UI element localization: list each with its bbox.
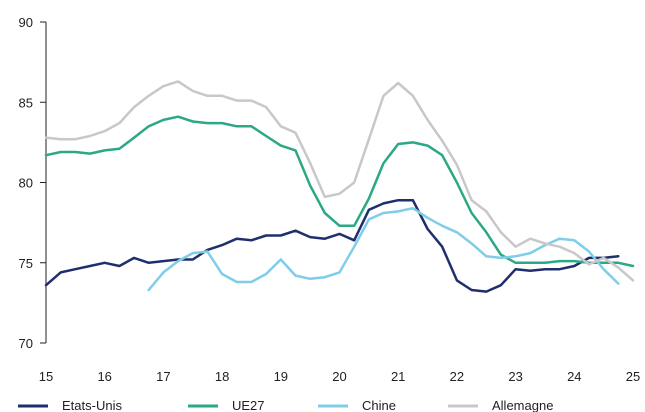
x-tick-label: 15 bbox=[39, 369, 53, 384]
series-line-chine bbox=[147, 206, 620, 292]
y-tick-label: 75 bbox=[19, 256, 33, 271]
x-tick-label: 22 bbox=[450, 369, 464, 384]
legend-label: UE27 bbox=[232, 398, 265, 412]
legend-label: Etats-Unis bbox=[62, 398, 122, 412]
y-axis: 70 75 80 85 90 bbox=[19, 15, 47, 351]
legend-item: UE27 bbox=[188, 398, 265, 412]
series-line-ue27 bbox=[44, 115, 635, 268]
x-tick-label: 19 bbox=[274, 369, 288, 384]
x-tick-label: 23 bbox=[508, 369, 522, 384]
x-tick-label: 18 bbox=[215, 369, 229, 384]
x-tick-label: 16 bbox=[97, 369, 111, 384]
series-layer bbox=[44, 80, 635, 293]
legend-item: Chine bbox=[318, 398, 396, 412]
series-line-allemagne bbox=[44, 80, 635, 282]
x-axis: 15 16 17 18 19 20 21 22 23 24 25 bbox=[39, 369, 640, 384]
legend: Etats-Unis UE27 Chine Allemagne bbox=[18, 398, 553, 412]
y-tick-label: 85 bbox=[19, 95, 33, 110]
y-tick-label: 80 bbox=[19, 176, 33, 191]
series-line-etats-unis bbox=[44, 198, 620, 293]
legend-label: Allemagne bbox=[492, 398, 553, 412]
y-tick-label: 90 bbox=[19, 15, 33, 30]
x-tick-label: 21 bbox=[391, 369, 405, 384]
x-tick-label: 20 bbox=[332, 369, 346, 384]
x-tick-label: 24 bbox=[567, 369, 581, 384]
x-tick-label: 25 bbox=[626, 369, 640, 384]
legend-label: Chine bbox=[362, 398, 396, 412]
legend-item: Allemagne bbox=[448, 398, 553, 412]
legend-item: Etats-Unis bbox=[18, 398, 122, 412]
x-tick-label: 17 bbox=[156, 369, 170, 384]
y-tick-label: 70 bbox=[19, 336, 33, 351]
